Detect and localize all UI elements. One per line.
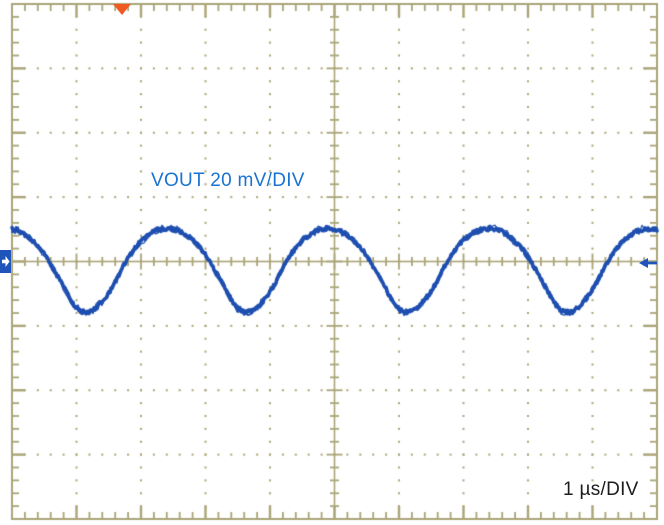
trigger-position-marker-icon	[113, 4, 132, 15]
trigger-level-marker-icon	[639, 256, 657, 268]
channel-position-marker-icon	[0, 250, 11, 273]
timebase-label: 1 µs/DIV	[563, 479, 639, 500]
right-arrow-icon	[0, 250, 11, 273]
left-arrow-icon	[639, 257, 657, 268]
channel-scale-label: VOUT 20 mV/DIV	[151, 170, 305, 191]
